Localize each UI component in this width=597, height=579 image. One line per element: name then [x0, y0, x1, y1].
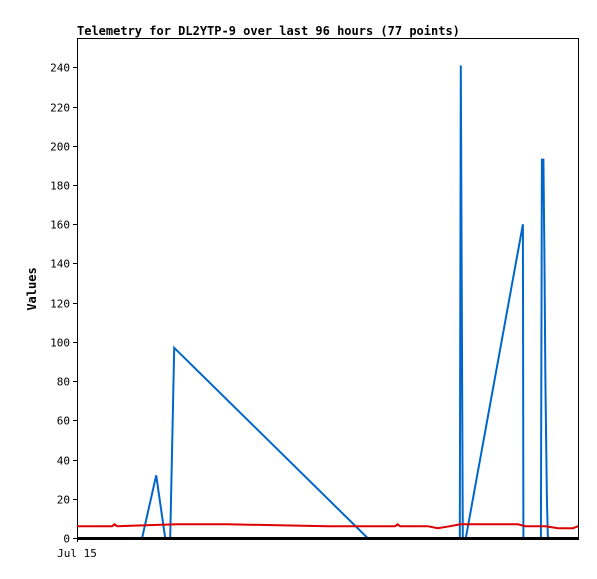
- y-tick-label: 200: [50, 141, 70, 154]
- y-tick-label: 240: [50, 62, 70, 75]
- y-tick-label: 60: [57, 415, 70, 428]
- series-line-2: [77, 523, 579, 530]
- series-group: [77, 65, 579, 539]
- y-axis-label: Values: [25, 267, 39, 310]
- series-line-1: [77, 65, 563, 539]
- y-tick-label: 80: [57, 376, 70, 389]
- y-tick-label: 140: [50, 258, 70, 271]
- y-tick-label: 220: [50, 102, 70, 115]
- y-tick-label: 0: [63, 533, 70, 546]
- y-tick-label: 40: [57, 455, 70, 468]
- y-axis: 0 20 40 60 80 100 120 140 160 180 200 220 240: [50, 62, 77, 546]
- chart-title: Telemetry for DL2YTP-9 over last 96 hour…: [77, 24, 460, 38]
- y-tick-label: 160: [50, 219, 70, 232]
- y-tick-label: 120: [50, 298, 70, 311]
- plot-frame: [77, 38, 579, 540]
- y-tick-label: 20: [57, 494, 70, 507]
- x-tick-label: Jul 15: [57, 547, 97, 560]
- y-tick-label: 180: [50, 180, 70, 193]
- y-tick-label: 100: [50, 337, 70, 350]
